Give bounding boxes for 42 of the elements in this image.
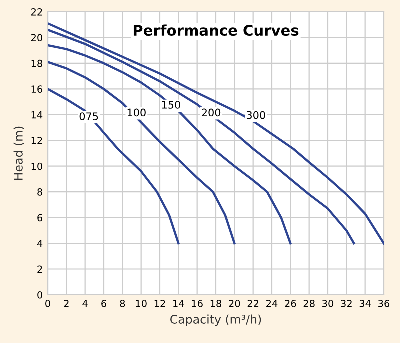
y-tick-label: 2 — [38, 266, 42, 273]
y-tick-label: 16 — [32, 86, 43, 94]
y-tick-label: 0 — [38, 291, 42, 299]
x-tick-label: 36 — [378, 300, 390, 308]
x-tick-label: 26 — [285, 300, 296, 308]
y-axis-title: Head (m) — [14, 126, 24, 180]
x-tick-label: 30 — [322, 300, 334, 308]
y-tick-label: 22 — [31, 8, 42, 16]
x-tick-label: 32 — [341, 300, 352, 308]
x-tick-label: 28 — [304, 300, 315, 308]
annotation: 300 — [246, 111, 266, 120]
line-series — [48, 44, 292, 245]
x-tick-label: 6 — [102, 300, 106, 308]
x-tick-label: 4 — [82, 300, 88, 308]
x-tick-label: 12 — [154, 300, 166, 308]
y-tick-label: 14 — [32, 112, 43, 119]
annotation: 100 — [128, 108, 146, 117]
y-tick-label: 8 — [38, 188, 42, 196]
x-tick-label: 18 — [210, 300, 222, 308]
y-tick-label: 6 — [38, 214, 43, 222]
x-tick-label: 8 — [120, 300, 126, 308]
line-series — [48, 61, 236, 245]
line-series — [48, 88, 180, 245]
x-tick-label: 24 — [266, 300, 278, 308]
y-tick-label: 18 — [32, 60, 42, 68]
x-tick-label: 20 — [229, 300, 240, 308]
x-tick-label: 22 — [248, 300, 259, 308]
y-tick-label: 10 — [32, 162, 42, 170]
x-tick-label: 16 — [192, 300, 203, 308]
annotation: 200 — [202, 108, 221, 117]
y-tick-label: 12 — [32, 137, 42, 144]
x-tick-label: 0 — [46, 300, 50, 308]
text: Performance Curves — [134, 24, 299, 36]
y-tick-label: 4 — [37, 240, 43, 248]
annotation: 150 — [162, 101, 180, 109]
x-axis-title: Capacity (m³/h) — [170, 314, 262, 326]
y-tick-label: 20 — [31, 34, 42, 42]
x-tick-label: 34 — [360, 300, 371, 308]
x-tick-label: 14 — [174, 300, 184, 308]
x-tick-label: 2 — [64, 300, 69, 308]
x-tick-label: 10 — [136, 300, 147, 308]
annotation: 075 — [80, 112, 98, 120]
